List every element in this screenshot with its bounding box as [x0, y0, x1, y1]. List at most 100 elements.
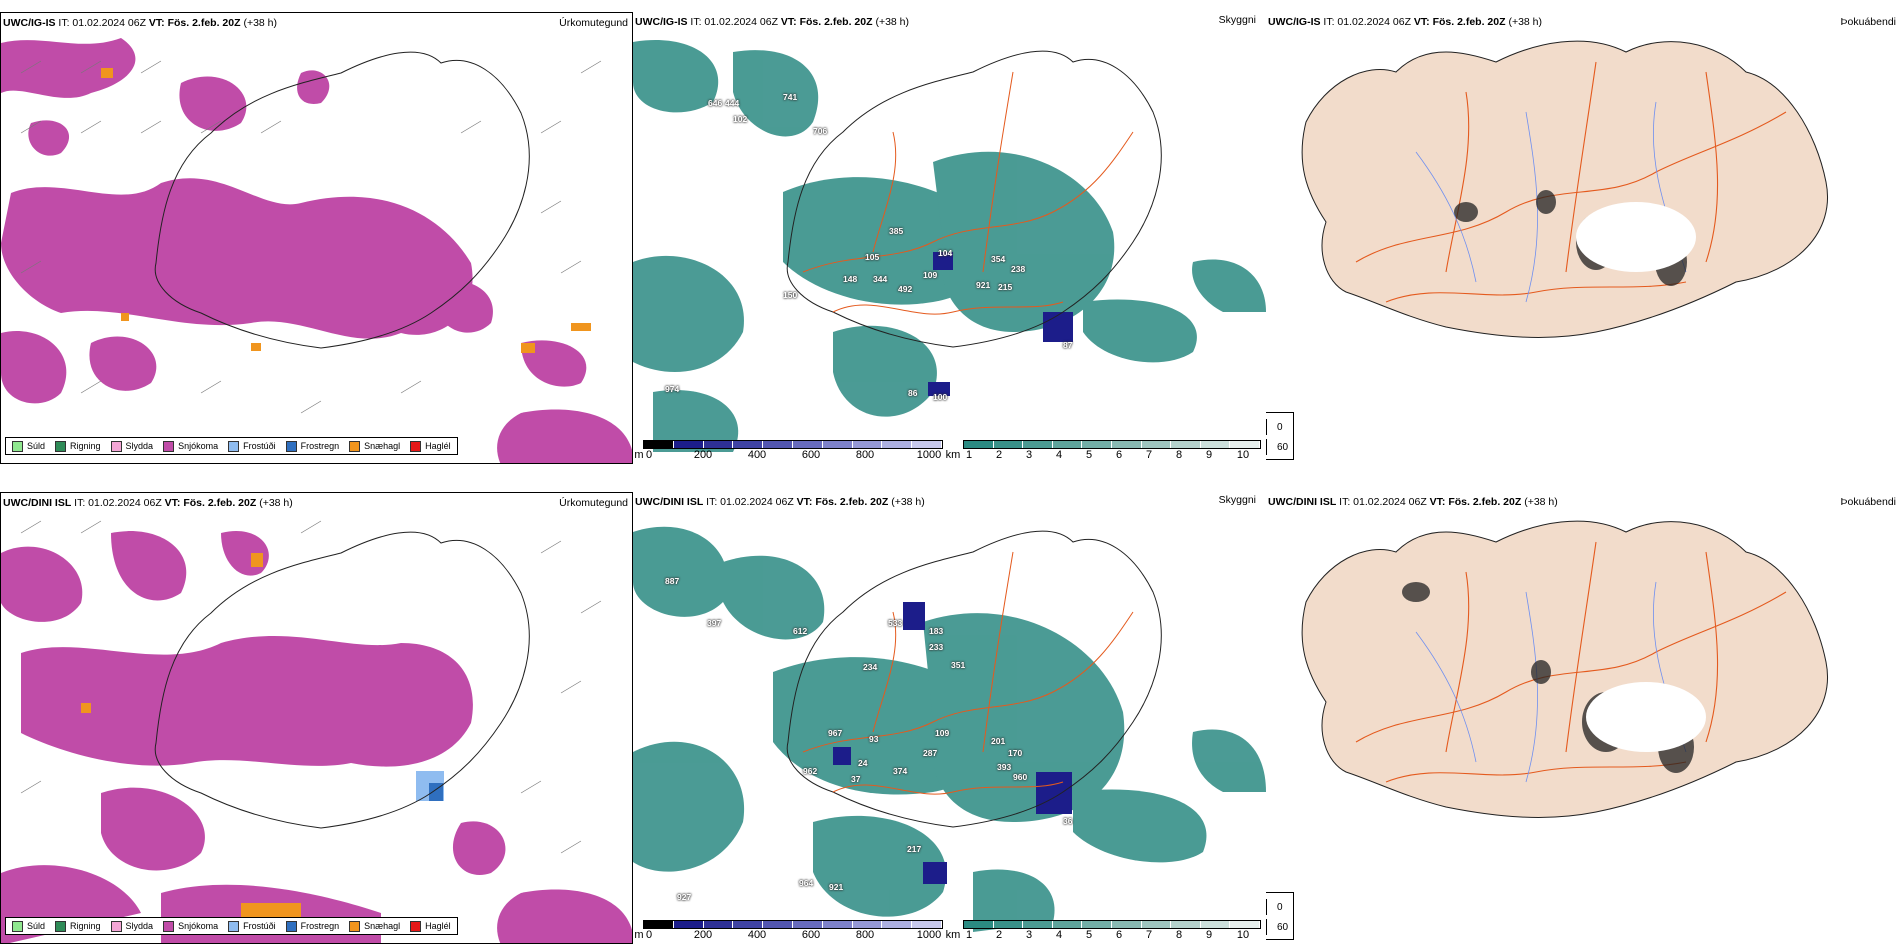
lead-label: (+38 h)	[1524, 496, 1558, 508]
visibility-panel-row1: UWC/IG-IS IT: 01.02.2024 06Z VT: Fös. 2.…	[633, 12, 1266, 464]
height-label: 217	[907, 844, 922, 854]
panel-title: Skyggni	[1218, 14, 1256, 26]
precip-legend: Súld Rigning Slydda Snjókoma Frostúði Fr…	[5, 917, 458, 935]
vis-tick: 10	[1236, 929, 1250, 941]
height-label: 612	[793, 626, 808, 636]
legend-swatch-white	[1266, 919, 1267, 935]
vis-tick: 5	[1085, 449, 1093, 461]
height-tick: 800	[855, 929, 875, 941]
height-label: 234	[863, 662, 878, 672]
vis-tick: 4	[1055, 929, 1063, 941]
height-tick: 400	[747, 449, 767, 461]
legend-swatch	[410, 920, 422, 932]
vis-unit: km	[945, 449, 961, 461]
height-label: 148	[843, 274, 858, 284]
iceland-coastline	[786, 530, 1162, 828]
panel-header: UWC/IG-IS IT: 01.02.2024 06Z VT: Fös. 2.…	[635, 16, 909, 28]
legend-label: Haglél	[425, 921, 451, 931]
legend-value-low: 0	[1277, 901, 1283, 913]
lead-label: (+38 h)	[243, 17, 278, 29]
height-label: 741	[783, 92, 798, 102]
vis-tick: 8	[1175, 449, 1183, 461]
model-name: UWC/DINI ISL	[3, 497, 72, 509]
legend-label: Rigning	[70, 921, 101, 931]
legend-swatch	[349, 440, 361, 452]
height-scalebar: m 0 200 400 600 800 1000	[634, 440, 943, 462]
legend-swatch-white	[1266, 439, 1267, 455]
height-label: 960	[1013, 772, 1028, 782]
lead-label: (+38 h)	[875, 16, 910, 28]
height-label: 109	[923, 270, 938, 280]
visibility-map	[633, 40, 1266, 452]
iceland-land	[1301, 40, 1828, 338]
vis-tick: 6	[1115, 449, 1123, 461]
legend-label: Súld	[27, 441, 46, 451]
panel-header: UWC/DINI ISL IT: 01.02.2024 06Z VT: Fös.…	[1268, 496, 1558, 508]
legend-swatch	[163, 440, 175, 452]
height-label: 238	[1011, 264, 1026, 274]
road-line	[1705, 71, 1719, 263]
legend-label: Haglél	[425, 441, 451, 451]
height-label: 962	[803, 766, 818, 776]
it-label: IT: 01.02.2024 06Z	[690, 16, 778, 28]
legend-swatch	[110, 920, 122, 932]
iceland-coastline	[786, 50, 1162, 348]
road-line	[802, 131, 1134, 273]
height-label: 974	[665, 384, 680, 394]
height-label: 105	[865, 252, 880, 262]
lead-label: (+38 h)	[1508, 16, 1543, 28]
road-line	[832, 781, 1064, 795]
height-tick: 200	[693, 929, 713, 941]
height-label: 921	[829, 882, 844, 892]
road-line	[1445, 571, 1470, 753]
vis-tick: 2	[995, 929, 1003, 941]
it-label: IT: 01.02.2024 06Z	[706, 496, 794, 508]
road-line	[982, 71, 1014, 273]
height-unit: m	[634, 929, 644, 941]
lead-label: (+38 h)	[259, 497, 293, 509]
visibility-panel-row2: UWC/DINI ISL IT: 01.02.2024 06Z VT: Fös.…	[633, 492, 1266, 944]
legend-swatch	[410, 440, 422, 452]
height-label: 170	[1008, 748, 1023, 758]
vis-tick: 6	[1115, 929, 1123, 941]
height-label: 37	[851, 774, 861, 784]
vis-unit: km	[945, 929, 961, 941]
height-label: 374	[893, 766, 908, 776]
height-label: 150	[783, 290, 798, 300]
vis-tick: 1	[965, 929, 973, 941]
precip-panel-row1: UWC/IG-IS IT: 01.02.2024 06Z VT: Fös. 2.…	[0, 12, 633, 464]
road-line	[872, 131, 897, 253]
vis-tick: 7	[1145, 929, 1153, 941]
iceland-land	[1301, 520, 1828, 818]
legend-label: Snjókoma	[178, 921, 219, 931]
road-line	[1385, 761, 1687, 783]
height-label: 393	[997, 762, 1012, 772]
height-label: 646	[708, 98, 723, 108]
height-label: 444	[725, 98, 740, 108]
model-name: UWC/DINI ISL	[635, 496, 704, 508]
vis-tick: 3	[1025, 929, 1033, 941]
height-label: 86	[908, 388, 918, 398]
height-label: 344	[873, 274, 888, 284]
vis-tick: 2	[995, 449, 1003, 461]
vis-tick: 7	[1145, 449, 1153, 461]
height-label: 887	[665, 576, 680, 586]
height-label: 215	[998, 282, 1013, 292]
vis-tick: 9	[1205, 929, 1213, 941]
legend-label: Slydda	[125, 921, 154, 931]
height-label: 492	[898, 284, 913, 294]
legend-label: Rigning	[70, 441, 101, 451]
height-label: 100	[933, 392, 948, 402]
height-tick: 800	[855, 449, 875, 461]
fog-map	[1301, 40, 1828, 338]
panel-title: Úrkomutegund	[559, 17, 628, 29]
legend-swatch	[55, 920, 67, 932]
river-line	[1415, 151, 1477, 283]
vt-label: VT: Fös. 2.feb. 20Z	[164, 497, 257, 509]
model-name: UWC/IG-IS	[635, 16, 688, 28]
height-tick: 1000	[916, 929, 942, 941]
legend-label: Frostregn	[300, 921, 340, 931]
road-line	[1565, 541, 1597, 753]
height-label: 87	[1063, 340, 1073, 350]
panel-header: UWC/IG-IS IT: 01.02.2024 06Z VT: Fös. 2.…	[1268, 16, 1542, 28]
